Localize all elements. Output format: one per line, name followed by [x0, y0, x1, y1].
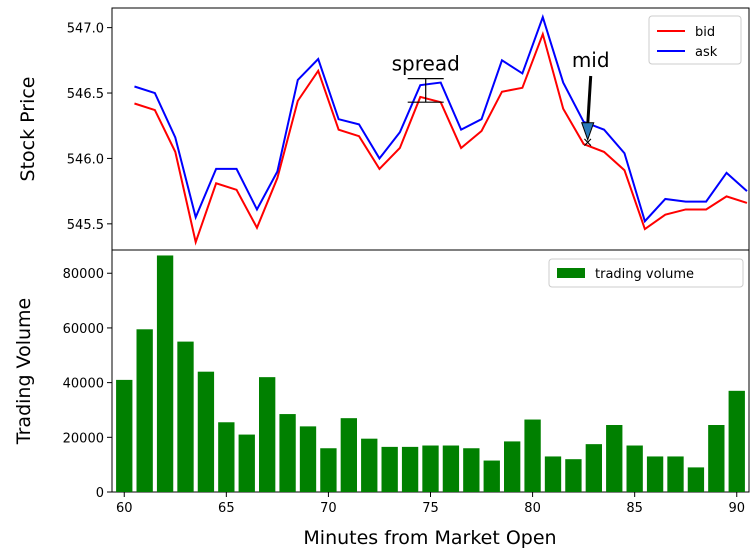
volume-bar	[197, 371, 215, 492]
price-y-tick-label: 546.5	[67, 87, 104, 102]
volume-y-tick-label: 0	[96, 486, 104, 501]
volume-bar	[524, 419, 541, 492]
volume-y-tick-label: 20000	[63, 431, 104, 446]
volume-bar	[626, 445, 643, 492]
volume-bar	[422, 445, 439, 492]
x-tick-label: 80	[524, 501, 541, 516]
price-legend: bid ask	[648, 15, 742, 65]
volume-bar	[136, 329, 153, 492]
price-y-ticks: 545.5 546.0 546.5 547.0	[67, 22, 112, 233]
price-y-axis-label: Stock Price	[17, 77, 39, 182]
volume-bar	[565, 459, 582, 492]
mid-arrow-shaft	[586, 75, 593, 125]
x-tick-label: 75	[422, 501, 439, 516]
mid-arrow-head	[581, 122, 595, 142]
x-tick-label: 85	[626, 501, 643, 516]
volume-bar	[442, 445, 460, 492]
volume-bar	[606, 425, 623, 492]
volume-bar	[218, 422, 235, 492]
volume-bar	[401, 446, 419, 492]
volume-y-ticks: 0 20000 40000 60000 80000	[63, 267, 112, 501]
volume-bar	[585, 444, 602, 492]
legend-label-trading-volume: trading volume	[595, 267, 694, 282]
volume-bar	[340, 418, 357, 492]
mid-label: mid	[572, 48, 610, 72]
volume-bar	[463, 448, 480, 492]
volume-y-tick-label: 80000	[63, 267, 104, 282]
x-tick-label: 60	[116, 501, 133, 516]
volume-bar	[279, 414, 296, 492]
volume-bar	[483, 460, 500, 492]
volume-y-tick-label: 60000	[63, 322, 104, 337]
volume-bar	[156, 255, 174, 492]
volume-bar	[646, 456, 664, 492]
volume-bar	[667, 456, 684, 492]
x-tick-label: 70	[320, 501, 337, 516]
volume-panel: 0 20000 40000 60000 80000 60 65 70 75 80 85 90 Tra…	[13, 249, 750, 549]
volume-bar	[238, 434, 255, 492]
volume-y-tick-label: 40000	[63, 377, 104, 392]
volume-y-axis-label: Trading Volume	[13, 298, 35, 445]
x-axis-label: Minutes from Market Open	[303, 527, 556, 549]
volume-legend-box	[548, 258, 744, 288]
x-tick-label: 90	[728, 501, 745, 516]
volume-bar	[320, 448, 337, 492]
volume-bar	[361, 438, 378, 492]
price-panel: 545.5 546.0 546.5 547.0 spread mid × Stock Pr…	[17, 7, 750, 251]
volume-bar	[299, 426, 317, 492]
volume-bar	[504, 441, 521, 492]
volume-bar	[259, 377, 276, 492]
volume-bar	[544, 456, 562, 492]
volume-x-ticks: 60 65 70 75 80 85 90	[116, 492, 745, 516]
volume-bar	[177, 341, 194, 492]
price-annotations: spread mid ×	[392, 48, 610, 151]
volume-bar	[708, 425, 725, 492]
x-tick-label: 65	[218, 501, 235, 516]
volume-legend: trading volume	[548, 258, 744, 288]
price-y-tick-label: 545.5	[67, 218, 104, 233]
volume-bar	[728, 390, 745, 492]
price-y-tick-label: 547.0	[67, 22, 104, 37]
price-y-tick-label: 546.0	[67, 152, 104, 167]
mid-marker: ×	[582, 136, 593, 151]
volume-bar	[381, 446, 398, 492]
legend-label-ask: ask	[695, 45, 718, 60]
legend-label-bid: bid	[695, 25, 715, 40]
legend-swatch-trading-volume	[557, 268, 585, 278]
spread-label: spread	[392, 52, 460, 76]
volume-bar	[116, 379, 133, 492]
volume-bars	[116, 255, 745, 492]
volume-bar	[687, 467, 705, 492]
